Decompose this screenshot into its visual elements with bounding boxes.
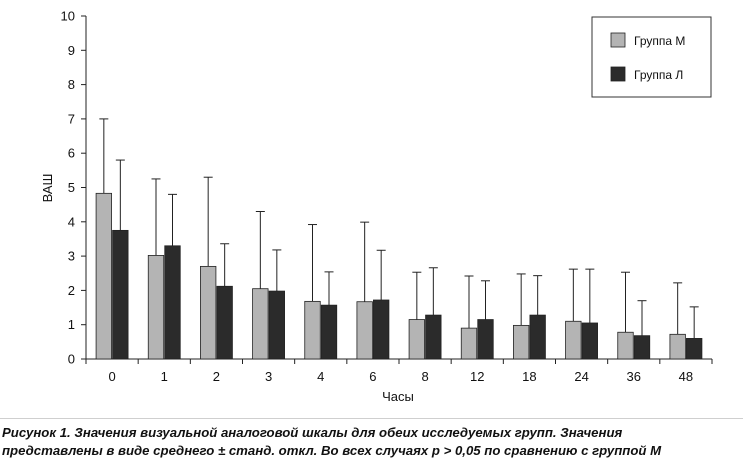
y-tick-label: 3 xyxy=(68,249,75,264)
bar-group-l xyxy=(633,335,651,360)
y-tick-label: 0 xyxy=(68,352,75,367)
legend-label-group-l: Группа Л xyxy=(634,68,683,82)
bar-group-m xyxy=(95,192,112,360)
x-axis-title: Часы xyxy=(382,389,414,404)
bars xyxy=(95,192,703,360)
bar-group-m xyxy=(513,324,530,360)
x-tick-label: 3 xyxy=(265,369,272,384)
x-tick-labels: 0 1 2 3 4 6 8 12 18 24 36 48 xyxy=(108,369,693,384)
x-tick-label: 2 xyxy=(213,369,220,384)
axes xyxy=(81,15,713,364)
bar-group-l xyxy=(268,290,285,360)
y-tick-label: 8 xyxy=(68,77,75,92)
x-tick-label: 0 xyxy=(108,369,115,384)
bar-group-l xyxy=(581,322,598,360)
chart-panel: 0 1 2 3 4 5 6 7 8 9 10 0 1 2 3 4 6 8 12 18 24 36 48 ВАШ Часы … xyxy=(40,8,713,404)
caption-line-2: представлены в виде среднего ± станд. от… xyxy=(2,443,662,458)
x-tick-label: 4 xyxy=(317,369,324,384)
x-tick-label: 12 xyxy=(470,369,484,384)
x-tick-label: 36 xyxy=(627,369,641,384)
panel-divider xyxy=(0,418,743,419)
bar-group-m xyxy=(200,265,217,360)
x-tick-label: 8 xyxy=(421,369,428,384)
legend-box xyxy=(591,16,712,98)
legend: Группа М Группа Л xyxy=(591,16,712,98)
bar-group-l xyxy=(529,314,546,360)
bar-group-m xyxy=(304,300,321,360)
bar-group-l xyxy=(112,229,129,360)
bar-group-m xyxy=(147,255,165,360)
x-tick-label: 6 xyxy=(369,369,376,384)
bar-group-m xyxy=(408,319,425,360)
x-tick-label: 24 xyxy=(574,369,588,384)
bar-group-m xyxy=(460,327,478,360)
bar-group-m xyxy=(252,288,269,360)
y-tick-label: 5 xyxy=(68,180,75,195)
y-tick-label: 6 xyxy=(68,146,75,161)
caption-line-1: Рисунок 1. Значения визуальной аналогово… xyxy=(2,425,623,440)
y-tick-label: 9 xyxy=(68,43,75,58)
y-tick-labels: 0 1 2 3 4 5 6 7 8 9 10 xyxy=(61,9,75,367)
bar-group-m xyxy=(565,320,582,360)
bar-group-l xyxy=(477,319,494,360)
x-tick-label: 48 xyxy=(679,369,693,384)
x-tick-label: 18 xyxy=(522,369,536,384)
bar-group-m xyxy=(356,301,373,360)
x-tick-label: 1 xyxy=(161,369,168,384)
y-tick-label: 7 xyxy=(68,111,75,126)
legend-label-group-m: Группа М xyxy=(634,34,685,48)
legend-swatch-group-l xyxy=(610,66,626,82)
bar-group-m xyxy=(669,333,686,360)
y-axis-title: ВАШ xyxy=(40,174,55,203)
figure-caption: Рисунок 1. Значения визуальной аналогово… xyxy=(2,424,738,460)
y-tick-label: 1 xyxy=(68,317,75,332)
bar-group-l xyxy=(686,338,703,360)
bar-group-l xyxy=(216,285,233,360)
bar-group-l xyxy=(425,314,442,360)
bar-group-m xyxy=(617,331,634,360)
y-tick-label: 4 xyxy=(68,214,75,229)
y-tick-label: 2 xyxy=(68,283,75,298)
bar-group-l xyxy=(373,299,390,360)
error-bars xyxy=(99,118,699,339)
y-tick-label: 10 xyxy=(61,9,75,24)
bar-group-l xyxy=(320,304,338,360)
legend-swatch-group-m xyxy=(610,32,626,48)
bar-group-l xyxy=(164,245,181,360)
